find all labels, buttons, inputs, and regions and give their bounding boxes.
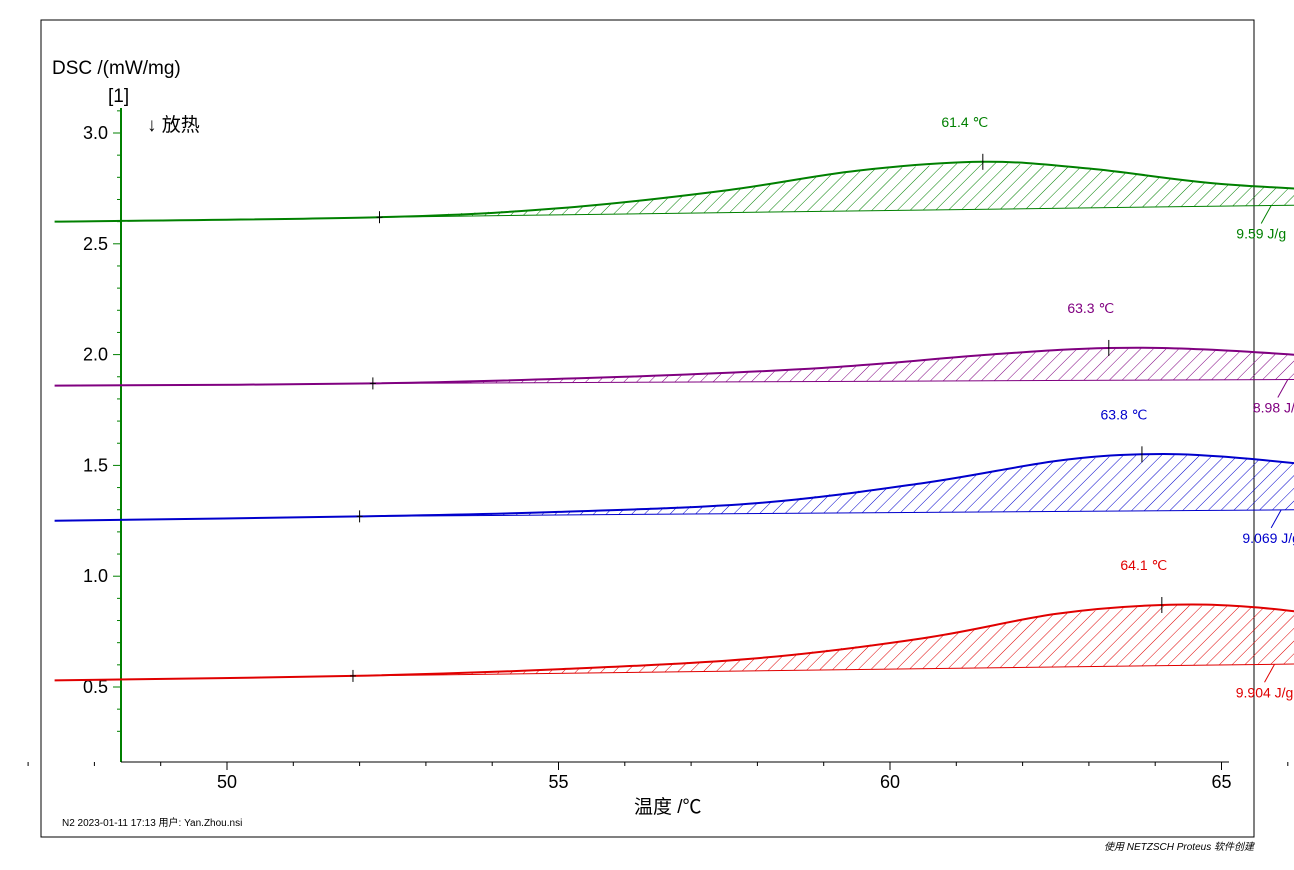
integration-baseline [379,204,1294,218]
peak-temperature-label: 63.8 ℃ [1101,406,1148,422]
peak-area-label: 9.59 J/g [1236,225,1286,241]
series-line [54,346,1294,387]
software-credit: 使用 NETZSCH Proteus 软件创建 [1103,842,1254,853]
peak-area-label: 9.904 J/g [1236,684,1294,700]
series-line [54,603,1294,682]
integration-baseline [372,378,1294,384]
peak-temperature-label: 61.4 ℃ [941,114,988,130]
area-label-leader [1264,664,1275,683]
x-axis-label: 温度 /℃ [634,797,702,818]
x-tick-label: 55 [548,772,568,792]
y-tick-label: 2.5 [83,234,108,254]
peak-area-hatch [359,454,1294,517]
x-tick-label: 65 [1211,772,1231,792]
peak-area-hatch [372,348,1294,384]
peak-area-label: 9.069 J/g [1242,530,1294,546]
peak-temperature-label: 64.1 ℃ [1120,557,1167,573]
series-line [54,453,1294,522]
peak-area-hatch [379,162,1294,218]
y-axis-unit-index: [1] [108,86,130,107]
y-axis-label: DSC /(mW/mg) [52,58,181,79]
peak-area-hatch [353,605,1294,676]
y-tick-label: 3.0 [83,123,108,143]
y-tick-label: 1.5 [83,455,108,475]
x-tick-label: 60 [880,772,900,792]
plot-frame [40,19,1255,838]
footer-info: N2 2023-01-11 17:13 用户: Yan.Zhou.nsi [62,818,243,829]
integration-baseline [352,663,1294,677]
y-tick-label: 1.0 [83,566,108,586]
y-tick-label: 2.0 [83,345,108,365]
peak-area-label: 8.98 J/g [1253,400,1294,416]
exo-direction-note: ↓ 放热 [147,115,200,136]
series-line [54,160,1294,223]
y-tick-label: 0.5 [83,677,108,697]
peak-temperature-label: 63.3 ℃ [1067,300,1114,316]
area-label-leader [1277,379,1289,398]
x-tick-label: 50 [217,772,237,792]
integration-baseline [359,509,1294,517]
area-label-leader [1270,509,1282,529]
area-label-leader [1260,205,1272,224]
